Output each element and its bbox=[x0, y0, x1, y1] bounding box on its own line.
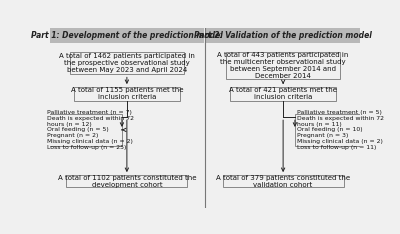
Text: A total of 443 patients participated in
the multicenter observational study
betw: A total of 443 patients participated in … bbox=[218, 52, 349, 79]
FancyBboxPatch shape bbox=[206, 28, 360, 43]
FancyBboxPatch shape bbox=[50, 28, 204, 43]
Text: Part 2: Validation of the prediction model: Part 2: Validation of the prediction mod… bbox=[194, 31, 372, 40]
FancyBboxPatch shape bbox=[230, 87, 336, 101]
Text: A total of 421 patients met the
inclusion criteria: A total of 421 patients met the inclusio… bbox=[229, 87, 337, 100]
Text: A total of 1155 patients met the
inclusion criteria: A total of 1155 patients met the inclusi… bbox=[71, 87, 183, 100]
FancyBboxPatch shape bbox=[226, 52, 340, 79]
FancyBboxPatch shape bbox=[295, 114, 360, 146]
FancyBboxPatch shape bbox=[223, 175, 344, 187]
Text: Palliative treatment (n = 5)
Death is expected within 72
hours (n = 11)
Oral fee: Palliative treatment (n = 5) Death is ex… bbox=[297, 110, 384, 150]
Text: A total of 1102 patients constituted the
development cohort: A total of 1102 patients constituted the… bbox=[58, 175, 196, 188]
FancyBboxPatch shape bbox=[66, 175, 187, 187]
Text: Palliative treatment (n = 7)
Death is expected within 72
hours (n = 12)
Oral fee: Palliative treatment (n = 7) Death is ex… bbox=[47, 110, 134, 150]
FancyBboxPatch shape bbox=[70, 52, 184, 74]
Text: A total of 379 patients constituted the
validation cohort: A total of 379 patients constituted the … bbox=[216, 175, 350, 188]
FancyBboxPatch shape bbox=[74, 87, 180, 101]
FancyBboxPatch shape bbox=[45, 114, 122, 146]
Text: A total of 1462 patients participated in
the prospective observational study
bet: A total of 1462 patients participated in… bbox=[59, 53, 195, 73]
Text: Part 1: Development of the prediction model: Part 1: Development of the prediction mo… bbox=[31, 31, 223, 40]
